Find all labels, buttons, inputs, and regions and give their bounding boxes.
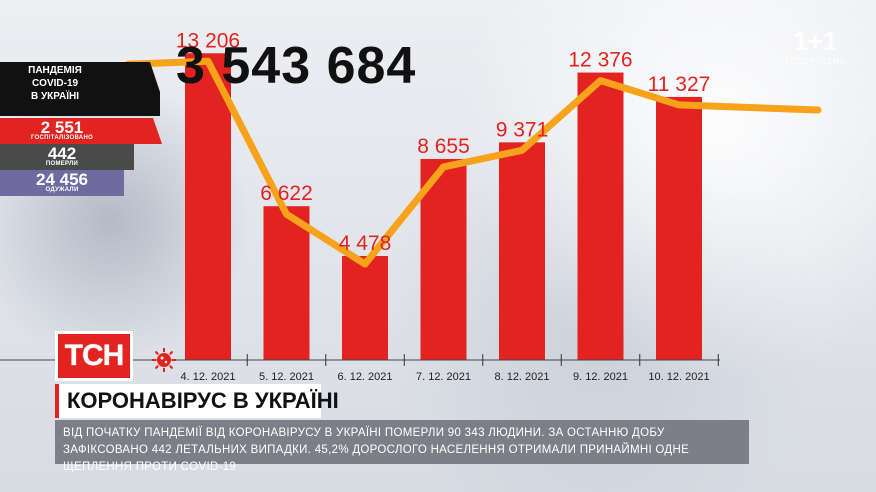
news-headline: КОРОНАВІРУС В УКРАЇНІ	[55, 384, 339, 418]
hospitalized-label: ГОСПІТАЛІЗОВАНО	[30, 135, 94, 141]
data-label: 9 371	[496, 118, 549, 141]
stats-title: ПАНДЕМІЯ COVID-19 В УКРАЇНІ	[0, 62, 160, 116]
total-cases: 3 543 684	[176, 37, 417, 95]
deaths-value: 442	[47, 144, 77, 163]
headline-text: КОРОНАВІРУС В УКРАЇНІ	[67, 388, 339, 413]
data-label: 8 655	[417, 135, 470, 158]
x-tick-label: 4. 12. 2021	[180, 371, 235, 383]
data-label: 6 622	[260, 182, 313, 205]
recovered-value: 24 456	[36, 170, 88, 189]
x-tick-label: 7. 12. 2021	[416, 371, 471, 383]
x-tick-label: 8. 12. 2021	[494, 371, 549, 383]
trend-line	[124, 57, 822, 268]
hospitalized-value: 2 551	[40, 118, 84, 137]
bar	[577, 72, 624, 360]
data-label: 13 206	[176, 29, 240, 52]
data-label: 12 376	[568, 49, 632, 72]
hospitalized-stat: 2 551 ГОСПІТАЛІЗОВАНО	[0, 118, 162, 144]
stats-title-line-1: ПАНДЕМІЯ	[28, 65, 82, 76]
bar	[420, 158, 467, 360]
watermark-logo: 1+1	[793, 26, 838, 56]
data-label: 11 327	[648, 73, 711, 96]
data-label: 4 478	[339, 232, 392, 255]
recovered-label: ОДУЖАЛИ	[45, 187, 79, 193]
stats-title-line-2: COVID-19	[31, 78, 79, 89]
channel-watermark: 1+1 ТЕПЕР ОДНЕ	[785, 26, 846, 66]
bar	[499, 142, 545, 360]
bar	[185, 53, 231, 360]
deaths-label: ПОМЕРЛИ	[45, 161, 79, 167]
bar	[263, 206, 310, 360]
stats-panel: ПАНДЕМІЯ COVID-19 В УКРАЇНІ 2 551 ГОСПІТ…	[0, 62, 168, 196]
x-tick-label: 5. 12. 2021	[259, 371, 314, 383]
deaths-stat: 442 ПОМЕРЛИ	[0, 144, 134, 170]
tsn-logo: ТСН	[55, 331, 133, 381]
recovered-stat: 24 456 ОДУЖАЛИ	[0, 170, 124, 196]
bar	[656, 96, 702, 360]
stats-title-line-3: В УКРАЇНІ	[30, 91, 80, 102]
virus-icon	[152, 348, 176, 372]
x-tick-label: 6. 12. 2021	[337, 371, 392, 383]
news-ticker: ВІД ПОЧАТКУ ПАНДЕМІЇ ВІД КОРОНАВІРУСУ В …	[55, 420, 749, 473]
x-tick-label: 10. 12. 2021	[648, 371, 709, 383]
watermark-subtitle: ТЕПЕР ОДНЕ	[784, 57, 846, 66]
bar	[342, 255, 388, 360]
x-tick-label: 9. 12. 2021	[573, 371, 628, 383]
